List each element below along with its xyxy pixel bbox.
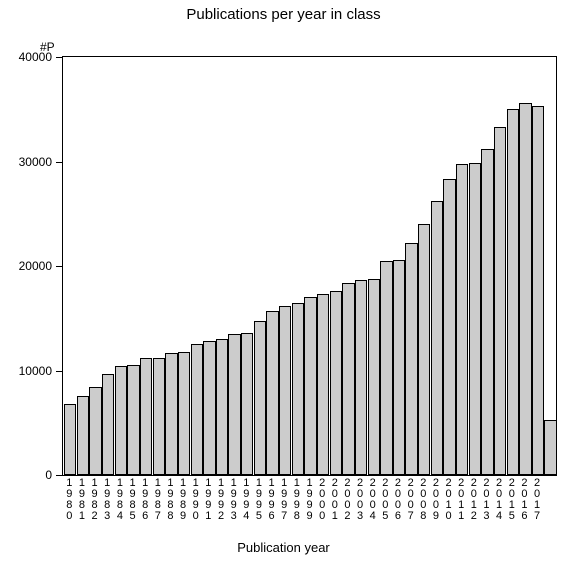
bar: [241, 333, 253, 475]
bar: [469, 163, 481, 475]
x-tick-label: 2 0 1 4: [494, 478, 504, 522]
y-tick: [56, 162, 62, 163]
x-tick-label: 2 0 0 5: [380, 478, 390, 522]
x-tick-label: 2 0 1 3: [481, 478, 491, 522]
bar: [89, 387, 101, 475]
x-tick-label: 1 9 8 4: [115, 478, 125, 522]
x-tick-label: 2 0 0 3: [355, 478, 365, 522]
chart-title: Publications per year in class: [0, 6, 567, 23]
y-tick: [56, 475, 62, 476]
bar: [77, 396, 89, 475]
bar: [494, 127, 506, 475]
x-tick-label: 2 0 1 7: [532, 478, 542, 522]
x-tick-label: 1 9 9 3: [229, 478, 239, 522]
bar: [153, 358, 165, 475]
bar: [393, 260, 405, 475]
bar: [405, 243, 417, 475]
bar: [481, 149, 493, 475]
x-tick-label: 1 9 9 5: [254, 478, 264, 522]
x-tick-label: 2 0 0 1: [330, 478, 340, 522]
y-tick: [56, 266, 62, 267]
bar: [443, 179, 455, 475]
x-tick-label: 2 0 0 4: [368, 478, 378, 522]
bar: [431, 201, 443, 475]
x-tick-label: 1 9 8 6: [140, 478, 150, 522]
y-tick-label: 40000: [0, 50, 52, 64]
bar: [216, 339, 228, 475]
x-tick-label: 1 9 9 0: [191, 478, 201, 522]
x-tick-label: 1 9 8 8: [165, 478, 175, 522]
y-tick: [56, 371, 62, 372]
y-tick-label: 10000: [0, 364, 52, 378]
bar: [127, 365, 139, 475]
x-tick-label: 1 9 9 1: [203, 478, 213, 522]
plot-area: [62, 56, 557, 476]
x-tick-label: 2 0 1 6: [519, 478, 529, 522]
x-tick-label: 2 0 1 5: [507, 478, 517, 522]
x-tick-label: 1 9 9 8: [292, 478, 302, 522]
bar: [203, 341, 215, 475]
x-tick-label: 2 0 0 8: [418, 478, 428, 522]
x-tick-label: 1 9 8 2: [90, 478, 100, 522]
bar: [140, 358, 152, 475]
x-tick-label: 2 0 0 0: [317, 478, 327, 522]
bar: [165, 353, 177, 475]
y-tick: [56, 57, 62, 58]
bar: [355, 280, 367, 475]
bar: [191, 344, 203, 475]
bar: [380, 261, 392, 475]
bar: [304, 297, 316, 475]
bar: [330, 291, 342, 475]
bar: [317, 294, 329, 475]
x-tick-label: 1 9 9 6: [267, 478, 277, 522]
x-tick-label: 1 9 9 9: [305, 478, 315, 522]
x-axis-label: Publication year: [0, 540, 567, 555]
x-tick-label: 1 9 8 9: [178, 478, 188, 522]
bar: [115, 366, 127, 475]
x-tick-label: 2 0 0 2: [342, 478, 352, 522]
x-tick-label: 1 9 8 5: [128, 478, 138, 522]
bar: [178, 352, 190, 475]
bar: [456, 164, 468, 475]
bar: [279, 306, 291, 475]
bar: [544, 420, 556, 475]
bar: [519, 103, 531, 475]
y-tick-label: 0: [0, 468, 52, 482]
y-tick-label: 20000: [0, 259, 52, 273]
x-tick-label: 2 0 0 6: [393, 478, 403, 522]
x-tick-label: 2 0 1 2: [469, 478, 479, 522]
bar: [102, 374, 114, 475]
x-tick-label: 1 9 8 0: [64, 478, 74, 522]
x-tick-label: 1 9 8 1: [77, 478, 87, 522]
x-tick-label: 1 9 8 3: [102, 478, 112, 522]
x-tick-label: 1 9 9 4: [241, 478, 251, 522]
bar: [368, 279, 380, 475]
x-tick-label: 2 0 0 7: [406, 478, 416, 522]
x-tick-label: 2 0 1 1: [456, 478, 466, 522]
x-tick-label: 1 9 8 7: [153, 478, 163, 522]
bar: [418, 224, 430, 475]
bar: [507, 109, 519, 475]
bar: [292, 303, 304, 475]
chart-frame: Publications per year in class #P Public…: [0, 0, 567, 567]
x-tick-label: 1 9 9 7: [279, 478, 289, 522]
bar: [266, 311, 278, 475]
bar: [64, 404, 76, 475]
bar: [254, 321, 266, 475]
y-tick-label: 30000: [0, 155, 52, 169]
x-tick-label: 1 9 9 2: [216, 478, 226, 522]
x-tick-label: 2 0 0 9: [431, 478, 441, 522]
bar: [342, 283, 354, 475]
bar: [532, 106, 544, 475]
bar: [228, 334, 240, 475]
x-tick-label: 2 0 1 0: [444, 478, 454, 522]
